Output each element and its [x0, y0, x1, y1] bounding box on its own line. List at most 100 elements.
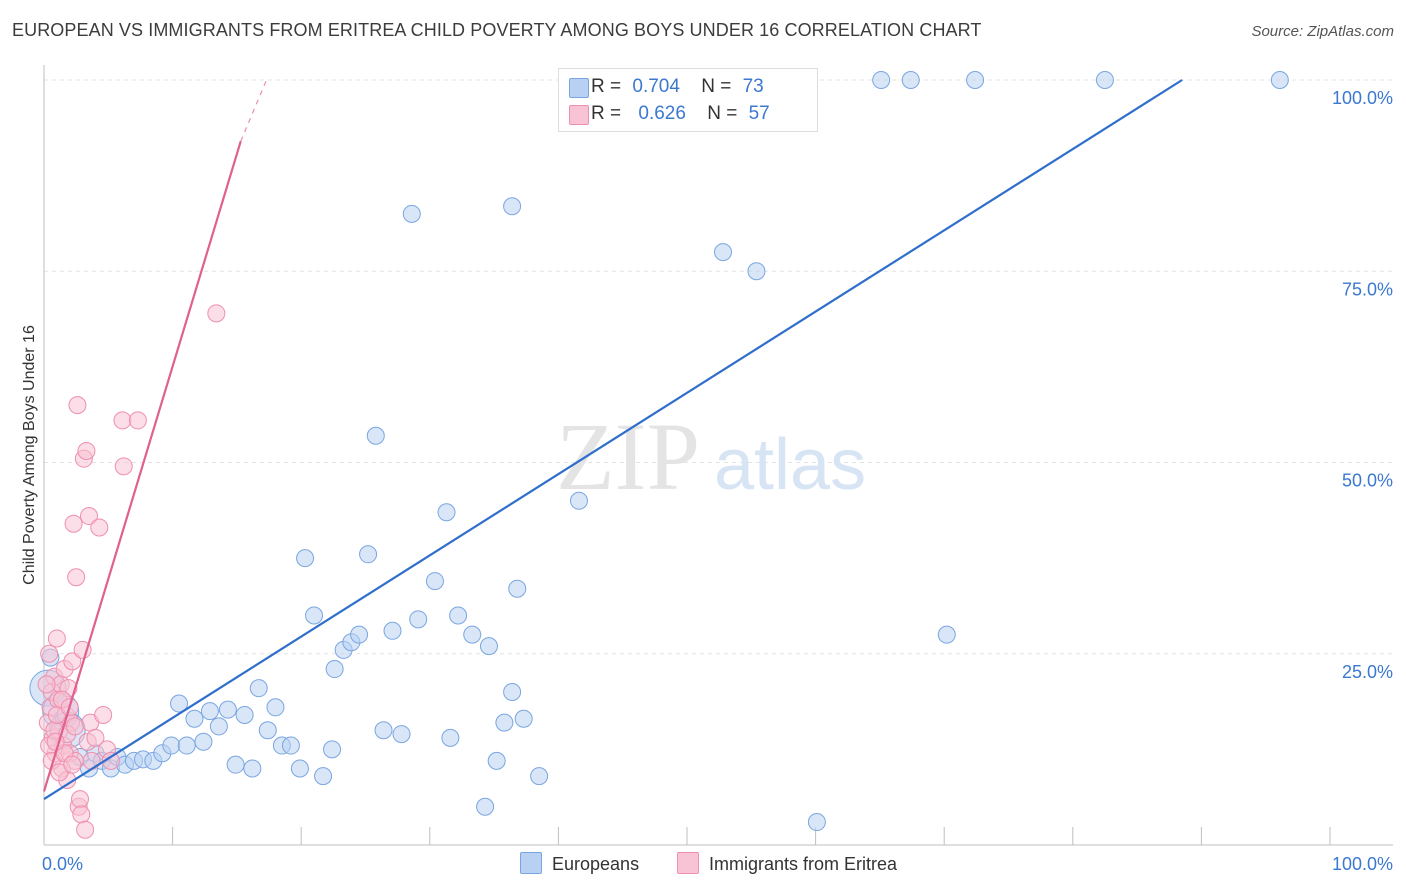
europeans-point — [194, 732, 213, 751]
legend-swatch-blue — [569, 78, 589, 98]
eritrea-point — [86, 728, 105, 747]
eritrea-point — [73, 640, 92, 659]
bottom-legend-label: Immigrants from Eritrea — [709, 854, 898, 874]
europeans-point — [409, 610, 428, 629]
europeans-point — [392, 725, 411, 744]
eritrea-point — [63, 652, 82, 671]
europeans-point — [383, 621, 402, 640]
europeans-point — [937, 625, 956, 644]
eritrea-trend-line — [42, 140, 242, 792]
europeans-point — [243, 759, 262, 778]
eritrea-point — [90, 518, 109, 537]
europeans-point — [487, 751, 506, 770]
europeans-point — [714, 243, 733, 262]
europeans-point — [425, 572, 444, 591]
europeans-point — [966, 71, 985, 89]
eritrea-point — [63, 755, 82, 774]
europeans-point — [170, 694, 189, 713]
legend-n-value: 73 — [742, 76, 764, 97]
eritrea-point — [207, 304, 226, 323]
eritrea-point — [37, 675, 56, 694]
europeans-point — [177, 736, 196, 755]
y-tick-label: 75.0% — [1342, 279, 1393, 299]
europeans-point — [463, 625, 482, 644]
eritrea-point — [72, 805, 91, 824]
europeans-point — [1270, 71, 1289, 89]
eritrea-points — [37, 304, 226, 839]
europeans-point — [323, 740, 342, 759]
europeans-point — [479, 637, 498, 656]
eritrea-point — [114, 457, 133, 476]
europeans-point — [200, 702, 219, 721]
eritrea-point — [82, 751, 101, 770]
europeans-point — [503, 683, 522, 701]
europeans-point — [218, 700, 237, 719]
legend-n-label: N = — [707, 103, 738, 124]
bottom-legend-europeans: Europeans — [520, 852, 639, 875]
europeans-point — [374, 721, 393, 740]
y-axis-label: Child Poverty Among Boys Under 16 — [21, 325, 38, 585]
x-tick-label: 100.0% — [1332, 854, 1393, 874]
europeans-point — [185, 709, 204, 728]
europeans-point — [441, 728, 460, 747]
europeans-point — [514, 709, 533, 728]
trend-lines — [42, 79, 1183, 801]
legend-r-value: 0.704 — [632, 76, 680, 97]
tick-labels: 25.0% 50.0% 75.0% 100.0% 0.0% 100.0% — [42, 88, 1393, 874]
europeans-point — [209, 717, 228, 736]
bottom-legend-eritrea: Immigrants from Eritrea — [677, 852, 897, 875]
legend-swatch-pink — [569, 105, 589, 125]
europeans-point — [226, 755, 245, 774]
europeans-point — [281, 736, 300, 755]
legend-n-value: 57 — [748, 103, 770, 124]
eritrea-point — [68, 396, 87, 415]
bottom-legend-swatch-blue — [520, 852, 542, 874]
eritrea-point — [77, 442, 96, 461]
legend-row-eritrea: R = 0.626 N = 57 — [569, 100, 770, 128]
grid-lines — [44, 79, 1393, 655]
eritrea-point — [94, 705, 113, 724]
europeans-point — [437, 503, 456, 522]
eritrea-trend-extension — [240, 79, 268, 142]
europeans-point — [325, 660, 344, 679]
eritrea-point — [67, 568, 86, 587]
europeans-point — [495, 713, 514, 732]
europeans-point — [366, 426, 385, 445]
europeans-point — [807, 813, 826, 832]
watermark-atlas: atlas — [714, 425, 866, 505]
europeans-point — [266, 698, 285, 717]
europeans-point — [503, 197, 522, 216]
legend-n-label: N = — [701, 76, 732, 97]
bottom-legend-label: Europeans — [552, 854, 640, 874]
europeans-point — [290, 759, 309, 778]
eritrea-point — [128, 411, 147, 430]
eritrea-point — [47, 629, 66, 648]
europeans-point — [530, 767, 549, 786]
eritrea-point — [65, 717, 84, 736]
legend-r-label: R = — [591, 103, 622, 124]
eritrea-point — [80, 507, 99, 526]
eritrea-point — [113, 411, 132, 430]
europeans-point — [258, 721, 277, 740]
europeans-point — [476, 797, 495, 816]
europeans-point — [569, 491, 588, 510]
legend-r-value: 0.626 — [638, 103, 686, 124]
eritrea-point — [64, 514, 83, 533]
europeans-point — [402, 204, 421, 223]
eritrea-point — [71, 790, 90, 809]
bottom-legend-swatch-pink — [677, 852, 699, 874]
eritrea-point — [101, 751, 120, 770]
europeans-point — [162, 736, 181, 755]
watermark: ZIP atlas — [556, 403, 866, 510]
eritrea-point — [76, 820, 95, 839]
y-tick-label: 50.0% — [1342, 471, 1393, 491]
europeans-point — [508, 579, 527, 598]
stats-legend: R = 0.704 N = 73 R = 0.626 N = 57 — [558, 68, 818, 132]
chart-title: EUROPEAN VS IMMIGRANTS FROM ERITREA CHIL… — [12, 20, 982, 40]
legend-r-label: R = — [591, 76, 622, 97]
legend-row-europeans: R = 0.704 N = 73 — [569, 73, 764, 101]
europeans-point — [249, 679, 268, 698]
europeans-point — [314, 767, 333, 786]
europeans-point — [235, 705, 254, 724]
